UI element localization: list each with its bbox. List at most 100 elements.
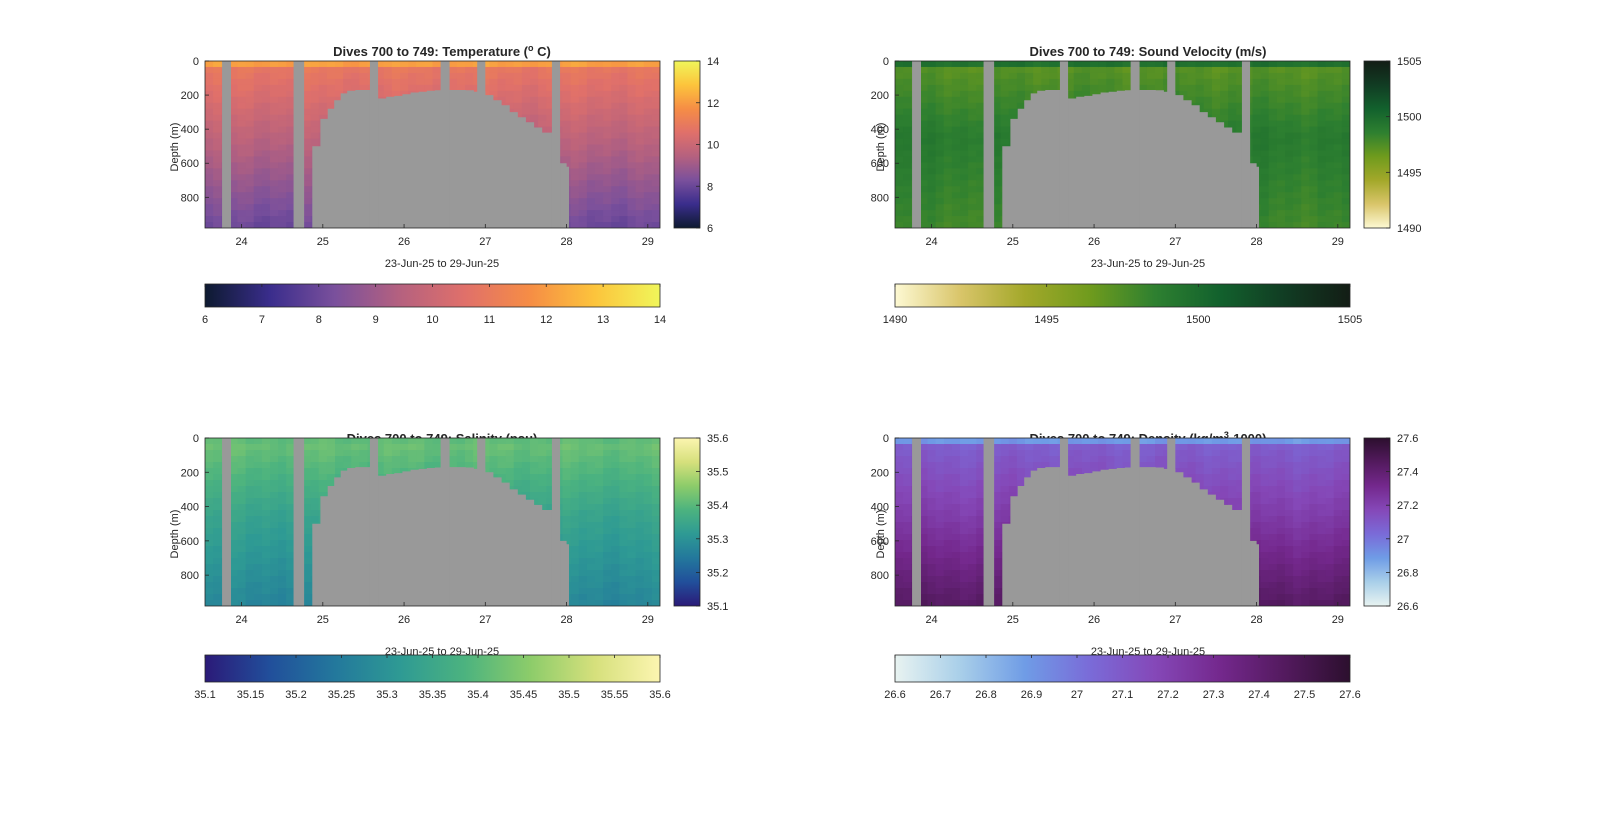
heatmap-cell <box>237 540 247 547</box>
heatmap-cell <box>562 72 572 80</box>
heatmap-cell <box>270 570 279 577</box>
heatmap-cell <box>895 600 904 606</box>
heatmap-cell <box>643 474 653 481</box>
heatmap-cell <box>951 222 961 228</box>
heatmap-cell <box>286 102 295 110</box>
heatmap-cell <box>400 456 409 463</box>
data-gap <box>477 61 486 228</box>
heatmap-cell <box>951 162 961 169</box>
heatmap-cell <box>619 192 629 199</box>
heatmap-cell <box>278 210 287 217</box>
heatmap-cell <box>968 72 977 80</box>
heatmap-cell <box>562 120 572 128</box>
heatmap-cell <box>943 96 953 104</box>
heatmap-cell <box>286 504 295 511</box>
heatmap-cell <box>302 192 312 199</box>
heatmap-cell <box>1317 72 1327 80</box>
heatmap-cell <box>253 96 263 104</box>
heatmap-cell <box>416 61 425 68</box>
heatmap-cell <box>578 558 588 565</box>
heatmap-cell <box>375 72 385 80</box>
heatmap-cell <box>546 498 555 505</box>
heatmap-cell <box>489 450 499 457</box>
heatmap-cell <box>538 61 547 68</box>
heatmap-cell <box>960 108 969 116</box>
heatmap-cell <box>213 516 222 523</box>
heatmap-cell <box>603 66 612 74</box>
heatmap-cell <box>375 78 385 86</box>
heatmap-cell <box>578 180 588 187</box>
heatmap-cell <box>943 66 953 74</box>
heatmap-cell <box>489 66 499 74</box>
heatmap-cell <box>611 552 620 559</box>
colorbar-tick-label: 35.6 <box>707 433 728 445</box>
heatmap-cell <box>530 498 539 505</box>
heatmap-cell <box>302 61 312 68</box>
heatmap-cell <box>903 90 912 98</box>
heatmap-cell <box>424 78 434 86</box>
heatmap-cell <box>481 444 490 451</box>
heatmap-cell <box>546 78 555 86</box>
heatmap-cell <box>578 582 588 589</box>
heatmap-cell <box>595 546 604 553</box>
heatmap-cell <box>432 84 442 92</box>
heatmap-cell <box>286 198 295 205</box>
heatmap-cell <box>1293 222 1302 228</box>
heatmap-cell <box>278 540 287 547</box>
heatmap-cell <box>595 450 604 457</box>
heatmap-cell <box>651 150 660 158</box>
heatmap-cell <box>205 180 214 187</box>
heatmap-cell <box>1252 66 1262 74</box>
heatmap-cell <box>619 576 629 583</box>
heatmap-cell <box>383 78 393 86</box>
heatmap-cell <box>213 522 222 529</box>
sound-velocity-colorbar <box>1363 60 1391 229</box>
heatmap-cell <box>903 480 912 487</box>
heatmap-cell <box>895 96 904 104</box>
heatmap-cell <box>943 210 953 217</box>
heatmap-cell <box>895 570 904 577</box>
heatmap-cell <box>960 174 969 181</box>
heatmap-cell <box>229 558 239 565</box>
heatmap-cell <box>651 78 660 86</box>
heatmap-cell <box>245 132 255 140</box>
heatmap-cell <box>651 594 660 601</box>
heatmap-cell <box>619 186 629 193</box>
heatmap-cell <box>530 72 539 80</box>
heatmap-cell <box>611 216 620 223</box>
heatmap-cell <box>546 492 555 499</box>
heatmap-cell <box>351 456 360 463</box>
y-tick-label: 800 <box>871 192 889 204</box>
heatmap-cell <box>1195 61 1205 68</box>
heatmap-cell <box>619 84 629 92</box>
heatmap-cell <box>424 456 434 463</box>
heatmap-cell <box>651 204 660 211</box>
heatmap-cell <box>643 438 653 445</box>
sound-velocity-horizontal-colorbar <box>894 283 1351 308</box>
heatmap-cell <box>278 570 287 577</box>
heatmap-cell <box>481 468 490 475</box>
heatmap-cell <box>1252 150 1262 158</box>
heatmap-cell <box>586 600 596 606</box>
heatmap-cell <box>1276 102 1286 110</box>
heatmap-cell <box>1293 198 1302 205</box>
heatmap-cell <box>1333 102 1343 110</box>
temperature-cells <box>205 61 660 228</box>
heatmap-cell <box>278 528 287 535</box>
heatmap-cell <box>992 132 1002 140</box>
heatmap-cell <box>651 552 660 559</box>
heatmap-cell <box>213 204 222 211</box>
heatmap-cell <box>1114 66 1124 74</box>
heatmap-cell <box>1228 84 1237 92</box>
heatmap-cell <box>943 216 953 223</box>
heatmap-cell <box>895 180 904 187</box>
heatmap-cell <box>960 210 969 217</box>
heatmap-cell <box>603 534 612 541</box>
heatmap-cell <box>595 192 604 199</box>
heatmap-cell <box>651 540 660 547</box>
heatmap-cell <box>895 522 904 529</box>
heatmap-cell <box>261 576 271 583</box>
heatmap-cell <box>1268 96 1278 104</box>
heatmap-cell <box>261 552 271 559</box>
heatmap-cell <box>1106 84 1115 92</box>
